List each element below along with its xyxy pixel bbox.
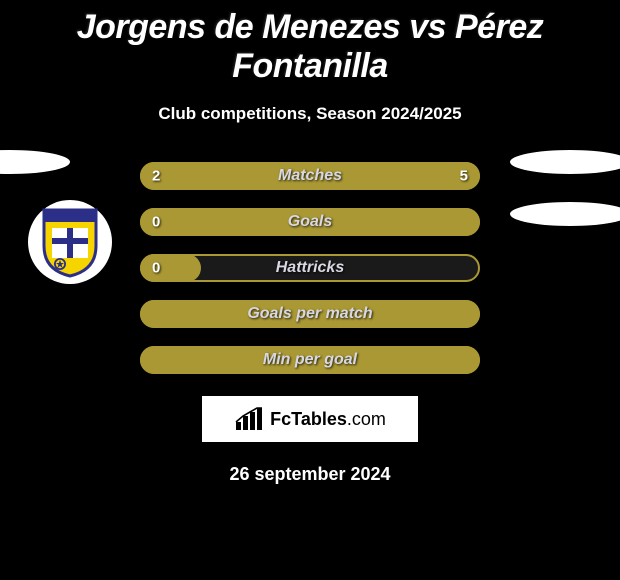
bar-fill bbox=[140, 346, 480, 374]
bar-fill bbox=[140, 254, 201, 282]
stat-bar: Goals per match bbox=[140, 300, 480, 328]
bars-icon bbox=[234, 406, 264, 432]
club-badge bbox=[28, 200, 112, 284]
right-player-ovals bbox=[510, 150, 620, 254]
bar-fill bbox=[140, 208, 480, 236]
player-oval bbox=[510, 150, 620, 174]
comparison-area: 25Matches0Goals0HattricksGoals per match… bbox=[0, 162, 620, 485]
bar-value-left: 2 bbox=[152, 168, 160, 185]
shield-icon bbox=[39, 206, 101, 278]
bar-fill bbox=[140, 300, 480, 328]
bar-value-left: 0 bbox=[152, 214, 160, 231]
date-line: 26 september 2024 bbox=[0, 464, 620, 485]
stat-bar: 0Hattricks bbox=[140, 254, 480, 282]
bar-fill bbox=[140, 162, 480, 190]
player-oval bbox=[0, 150, 70, 174]
stat-bars: 25Matches0Goals0HattricksGoals per match… bbox=[140, 162, 480, 374]
brand-text: FcTables.com bbox=[270, 409, 386, 430]
stat-bar: 0Goals bbox=[140, 208, 480, 236]
stat-bar: Min per goal bbox=[140, 346, 480, 374]
stat-bar: 25Matches bbox=[140, 162, 480, 190]
player-oval bbox=[510, 202, 620, 226]
brand-box: FcTables.com bbox=[202, 396, 418, 442]
page-title: Jorgens de Menezes vs Pérez Fontanilla bbox=[0, 0, 620, 86]
left-player-ovals bbox=[0, 150, 70, 202]
bar-value-right: 5 bbox=[460, 168, 468, 185]
subtitle: Club competitions, Season 2024/2025 bbox=[0, 104, 620, 124]
bar-value-left: 0 bbox=[152, 260, 160, 277]
